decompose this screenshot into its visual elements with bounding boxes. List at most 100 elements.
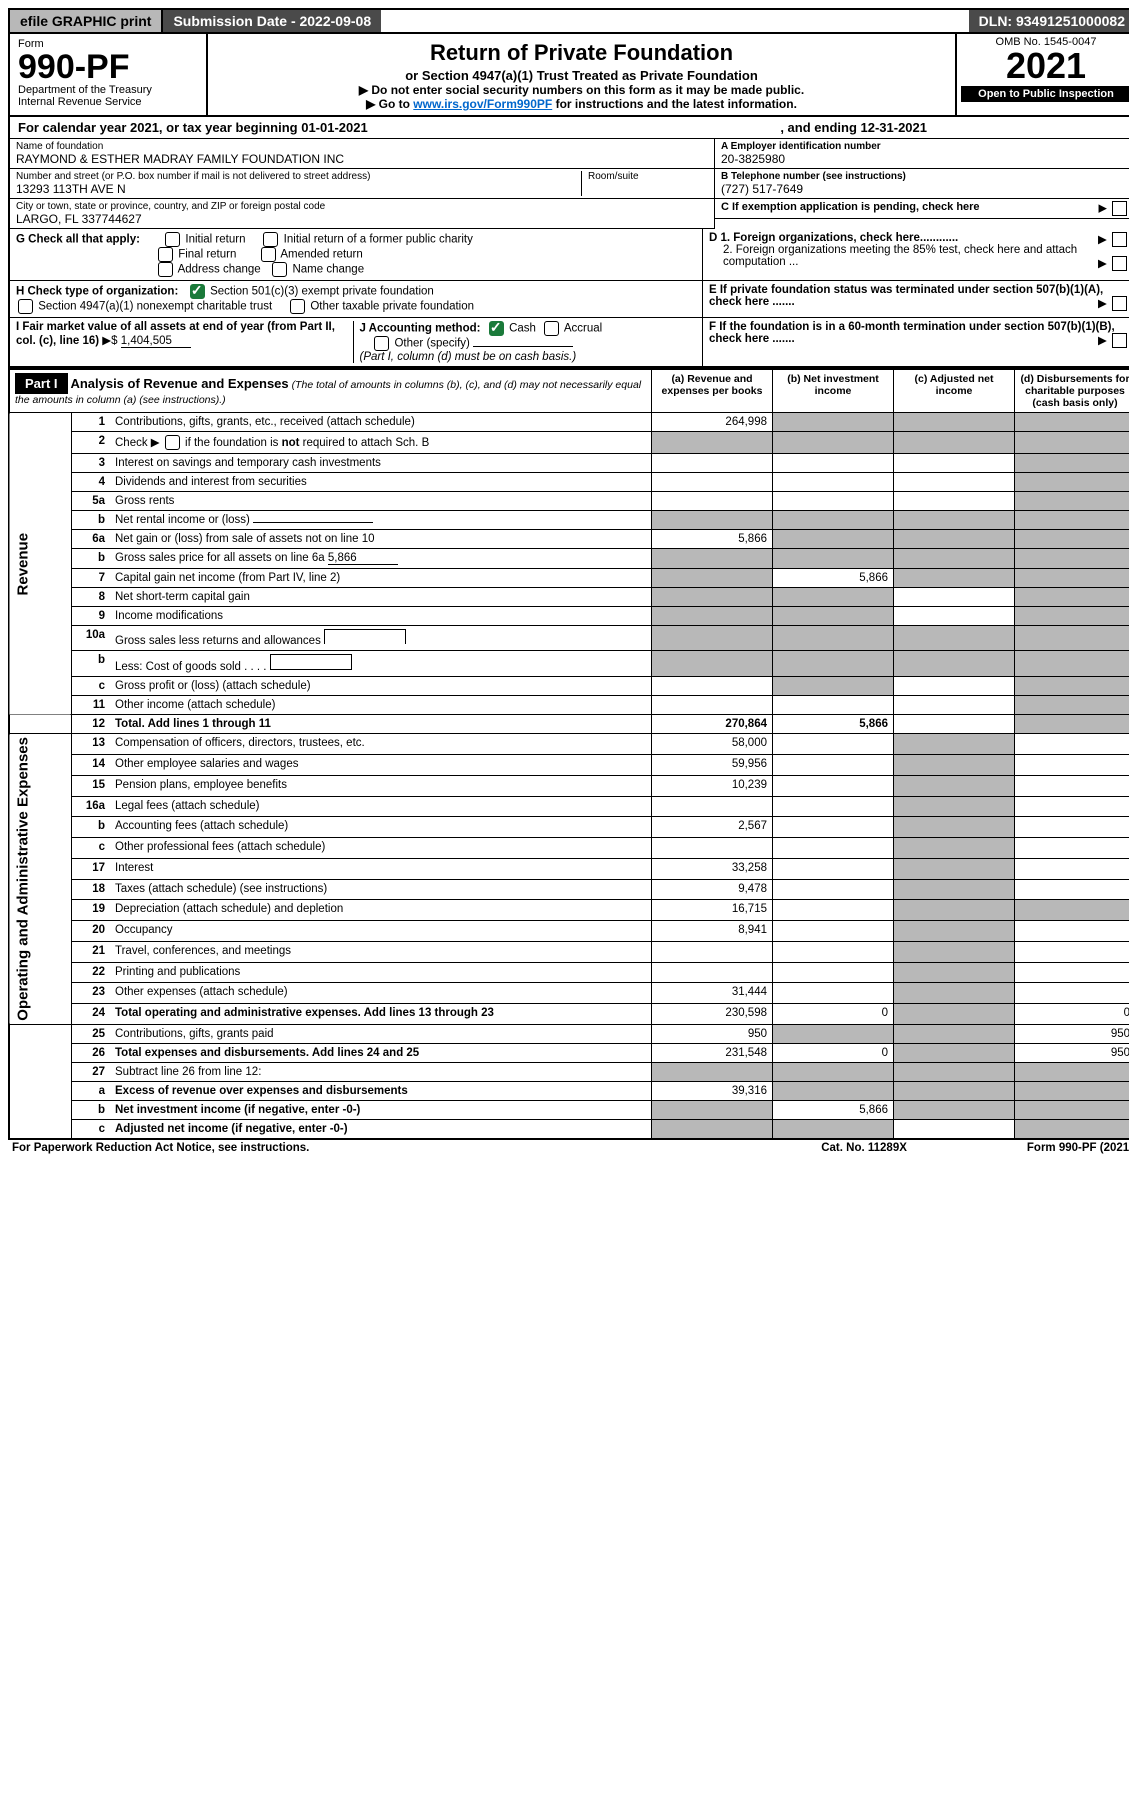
- form-number: 990-PF: [18, 50, 198, 84]
- line-23-a: 31,444: [652, 983, 773, 1004]
- line-20-desc: Occupancy: [110, 921, 652, 942]
- g-name-change-checkbox[interactable]: [272, 262, 287, 277]
- g-initial-former-checkbox[interactable]: [263, 232, 278, 247]
- h-e-row: H Check type of organization: Section 50…: [8, 281, 1129, 318]
- d2-checkbox[interactable]: [1112, 256, 1127, 271]
- table-row: bNet rental income or (loss): [9, 511, 1129, 530]
- h-o2: Section 4947(a)(1) nonexempt charitable …: [38, 301, 272, 313]
- e-checkbox[interactable]: [1112, 296, 1127, 311]
- d1-label: D 1. Foreign organizations, check here..…: [709, 232, 958, 244]
- line-17-no: 17: [72, 858, 111, 879]
- info-grid-2: Number and street (or P.O. box number if…: [8, 169, 1129, 199]
- table-row: 9Income modifications: [9, 607, 1129, 626]
- line-4-no: 4: [72, 473, 111, 492]
- address-cell: Number and street (or P.O. box number if…: [10, 169, 714, 199]
- j-cash-checkbox[interactable]: [489, 321, 504, 336]
- line-24-b: 0: [773, 1004, 894, 1025]
- d-section: D 1. Foreign organizations, check here..…: [702, 229, 1129, 280]
- line-1-a: 264,998: [652, 413, 773, 432]
- line-9-no: 9: [72, 607, 111, 626]
- line-14-no: 14: [72, 755, 111, 776]
- efile-print-button[interactable]: efile GRAPHIC print: [10, 10, 163, 32]
- revenue-side-label: Revenue: [9, 413, 72, 715]
- g-label: G Check all that apply:: [16, 234, 140, 246]
- g-address-change-checkbox[interactable]: [158, 262, 173, 277]
- line-6a-a: 5,866: [652, 530, 773, 549]
- h-501c3-checkbox[interactable]: [190, 284, 205, 299]
- h-4947-checkbox[interactable]: [18, 299, 33, 314]
- table-row: bNet investment income (if negative, ent…: [9, 1101, 1129, 1120]
- line-23-no: 23: [72, 983, 111, 1004]
- line-2-checkbox[interactable]: [165, 435, 180, 450]
- line-13-desc: Compensation of officers, directors, tru…: [110, 734, 652, 755]
- line-9-desc: Income modifications: [110, 607, 652, 626]
- h-other-checkbox[interactable]: [290, 299, 305, 314]
- ein-value: 20-3825980: [721, 152, 1129, 166]
- ein-label: A Employer identification number: [721, 141, 1129, 152]
- line-1-no: 1: [72, 413, 111, 432]
- g-final-return-checkbox[interactable]: [158, 247, 173, 262]
- line-15-no: 15: [72, 775, 111, 796]
- note2-post: for instructions and the latest informat…: [552, 97, 797, 111]
- line-2-no: 2: [72, 432, 111, 454]
- line-25-no: 25: [72, 1025, 111, 1044]
- tel-label: B Telephone number (see instructions): [721, 171, 1129, 182]
- g-amended-checkbox[interactable]: [261, 247, 276, 262]
- line-10a-desc: Gross sales less returns and allowances: [110, 626, 652, 651]
- g-o6: Name change: [292, 264, 364, 276]
- table-row: 24Total operating and administrative exp…: [9, 1004, 1129, 1025]
- table-row: bGross sales price for all assets on lin…: [9, 549, 1129, 569]
- city-label: City or town, state or province, country…: [16, 201, 708, 212]
- table-row: 23Other expenses (attach schedule)31,444: [9, 983, 1129, 1004]
- d1-checkbox[interactable]: [1112, 232, 1127, 247]
- j-o2: Accrual: [564, 323, 602, 335]
- j-other-checkbox[interactable]: [374, 336, 389, 351]
- table-row: 2 Check ▶ if the foundation is not requi…: [9, 432, 1129, 454]
- table-row: 5aGross rents: [9, 492, 1129, 511]
- info-grid-3: City or town, state or province, country…: [8, 199, 1129, 229]
- line-20-a: 8,941: [652, 921, 773, 942]
- j-accrual-checkbox[interactable]: [544, 321, 559, 336]
- line-25-desc: Contributions, gifts, grants paid: [110, 1025, 652, 1044]
- table-row: cOther professional fees (attach schedul…: [9, 838, 1129, 859]
- h-section: H Check type of organization: Section 50…: [10, 281, 702, 317]
- table-row: bLess: Cost of goods sold . . . .: [9, 651, 1129, 677]
- g-initial-return-checkbox[interactable]: [165, 232, 180, 247]
- cal-year-text: For calendar year 2021, or tax year begi…: [18, 120, 368, 135]
- line-10b-no: b: [72, 651, 111, 677]
- line-16c-no: c: [72, 838, 111, 859]
- i-arrow: ▶$: [102, 335, 117, 347]
- line-17-desc: Interest: [110, 858, 652, 879]
- line-27b-no: b: [72, 1101, 111, 1120]
- table-row: 18Taxes (attach schedule) (see instructi…: [9, 879, 1129, 900]
- line-16b-a: 2,567: [652, 817, 773, 838]
- table-row: 4Dividends and interest from securities: [9, 473, 1129, 492]
- line-1-desc: Contributions, gifts, grants, etc., rece…: [110, 413, 652, 432]
- line-6a-desc: Net gain or (loss) from sale of assets n…: [110, 530, 652, 549]
- c-checkbox[interactable]: [1112, 201, 1127, 216]
- table-row: cGross profit or (loss) (attach schedule…: [9, 677, 1129, 696]
- line-10c-no: c: [72, 677, 111, 696]
- line-24-d: 0: [1015, 1004, 1129, 1025]
- line-10b-desc: Less: Cost of goods sold . . . .: [110, 651, 652, 677]
- j-label: J Accounting method:: [360, 323, 481, 335]
- calendar-year-row: For calendar year 2021, or tax year begi…: [8, 117, 1129, 139]
- line-27c-no: c: [72, 1120, 111, 1140]
- table-row: 16aLegal fees (attach schedule): [9, 796, 1129, 817]
- line-5b-no: b: [72, 511, 111, 530]
- header-center: Return of Private Foundation or Section …: [208, 34, 955, 115]
- foundation-name-cell: Name of foundation RAYMOND & ESTHER MADR…: [10, 139, 714, 169]
- table-row: Operating and Administrative Expenses 13…: [9, 734, 1129, 755]
- table-row: 3Interest on savings and temporary cash …: [9, 454, 1129, 473]
- line-13-no: 13: [72, 734, 111, 755]
- foundation-name: RAYMOND & ESTHER MADRAY FAMILY FOUNDATIO…: [16, 152, 708, 166]
- addr-label: Number and street (or P.O. box number if…: [16, 171, 581, 182]
- addr-value: 13293 113TH AVE N: [16, 182, 581, 196]
- line-22-desc: Printing and publications: [110, 962, 652, 983]
- line-27-no: 27: [72, 1063, 111, 1082]
- irs-link[interactable]: www.irs.gov/Form990PF: [413, 97, 552, 111]
- tel-value: (727) 517-7649: [721, 182, 1129, 196]
- e-section: E If private foundation status was termi…: [702, 281, 1129, 317]
- line-13-a: 58,000: [652, 734, 773, 755]
- f-checkbox[interactable]: [1112, 333, 1127, 348]
